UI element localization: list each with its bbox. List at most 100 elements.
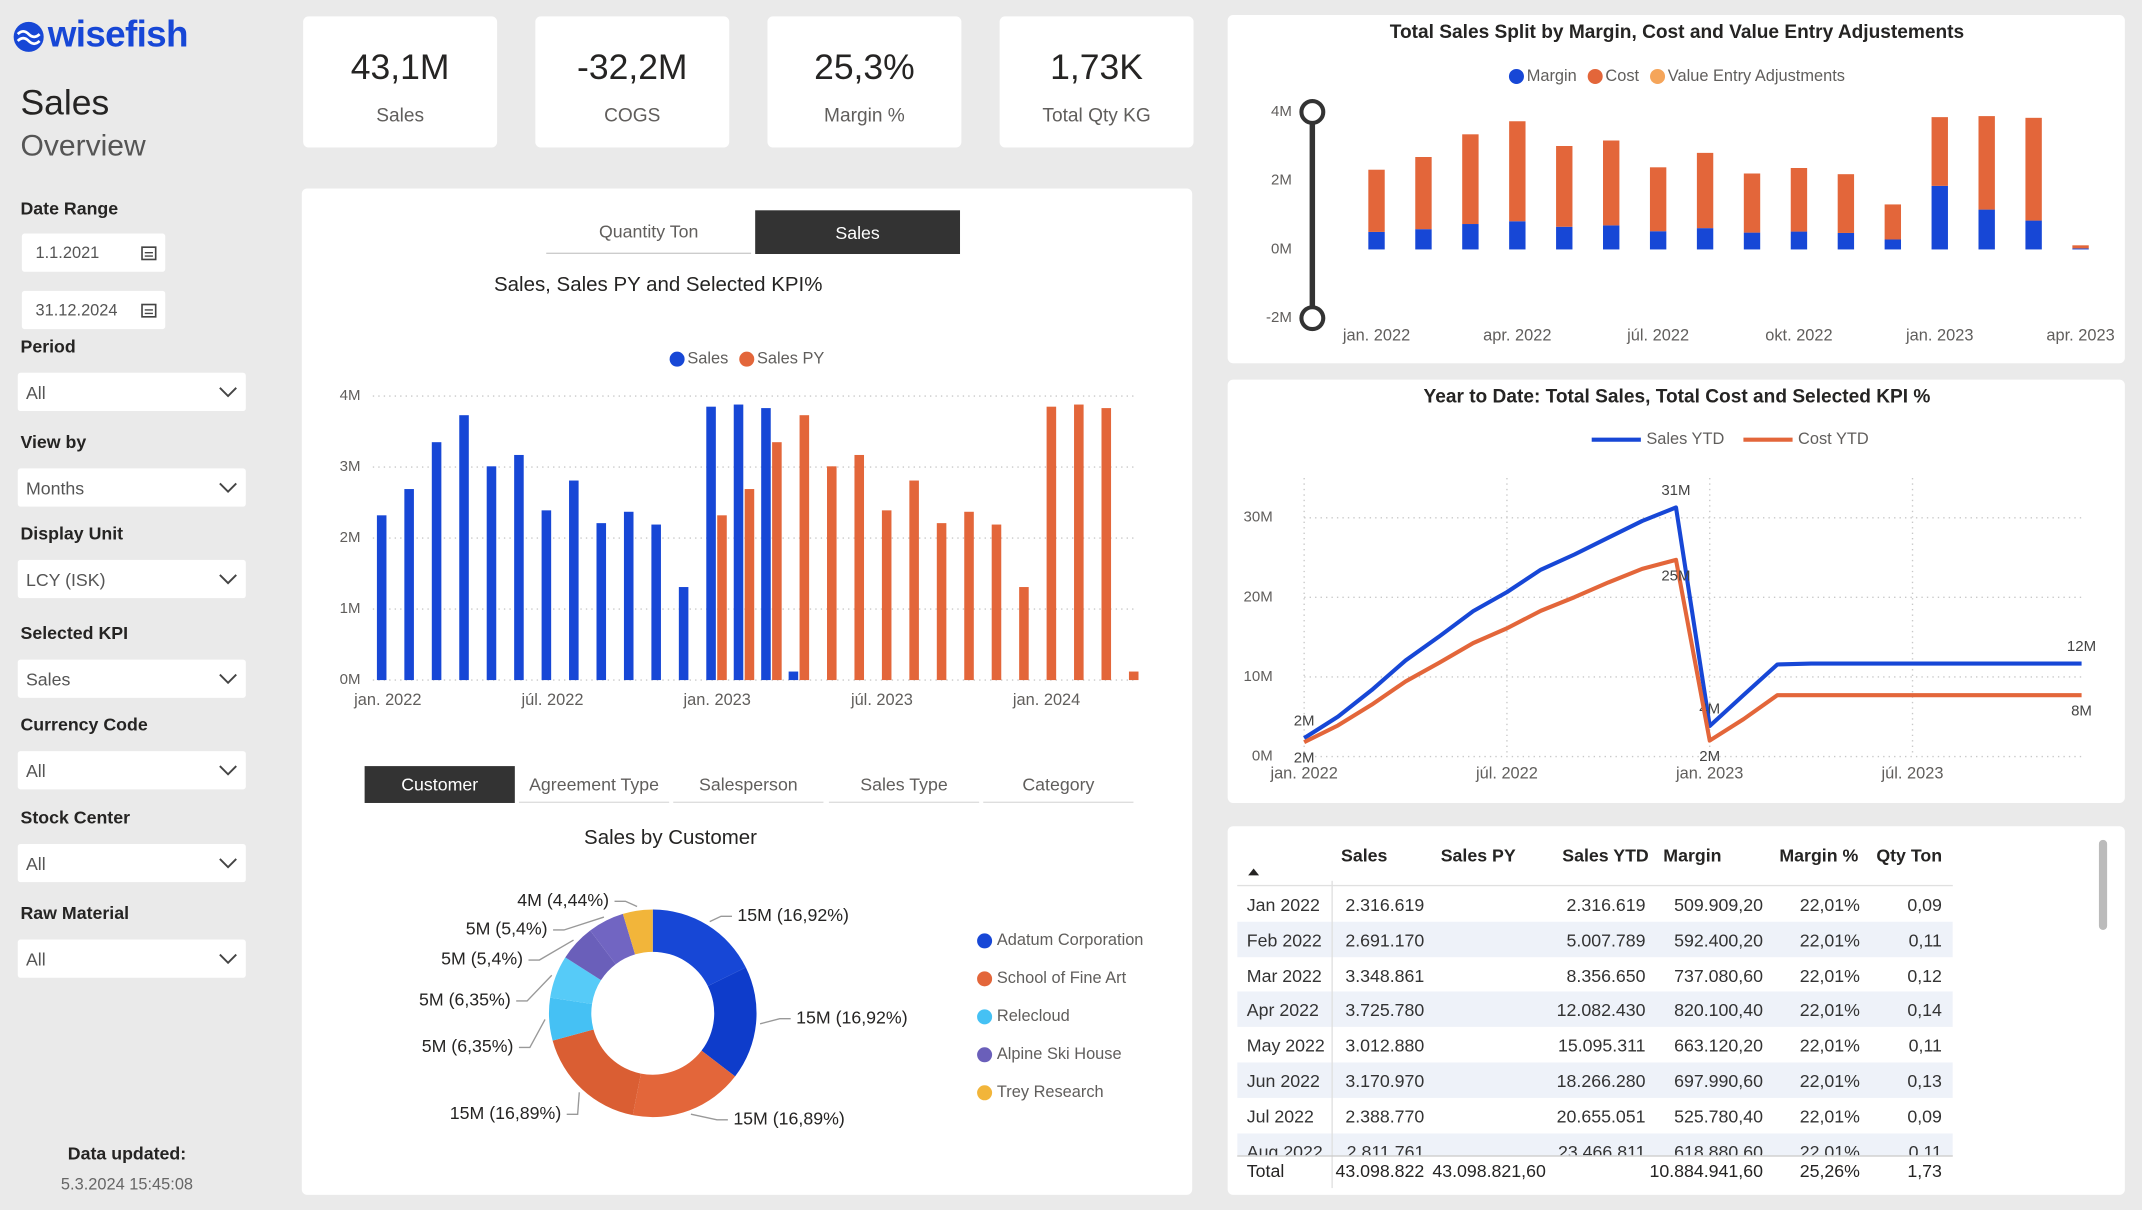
updated-label: Data updated: bbox=[67, 1143, 187, 1164]
filter-label: Display Unit bbox=[20, 523, 124, 544]
column-header[interactable]: Sales bbox=[1341, 845, 1388, 866]
chevron-icon bbox=[219, 387, 237, 398]
table-cell: 20.655.051 bbox=[1556, 1105, 1646, 1127]
table-row: Aug 2022 2.811.761 23.466.811 618.880,60 22,… bbox=[1237, 1132, 1953, 1156]
main-card bbox=[301, 188, 1193, 1195]
row-label: Aug 2022 bbox=[1246, 1141, 1323, 1156]
filter-label: Date Range bbox=[20, 198, 119, 219]
dropdown[interactable]: All bbox=[17, 939, 246, 978]
dropdown-value: All bbox=[25, 760, 46, 782]
kpi-label: Margin % bbox=[824, 103, 905, 126]
kpi-label: COGS bbox=[604, 103, 661, 126]
chevron-icon bbox=[219, 673, 237, 685]
dropdown[interactable]: LCY (ISK) bbox=[17, 559, 246, 599]
calendar-dots bbox=[144, 251, 153, 257]
table-cell: 22,01% bbox=[1799, 894, 1860, 915]
kpi-card: 43,1M Sales bbox=[303, 16, 498, 148]
calendar-dots bbox=[144, 309, 153, 315]
calendar-frame bbox=[141, 303, 157, 318]
table-cell: 0,11 bbox=[1908, 1141, 1942, 1156]
total-cell: 25,26% bbox=[1799, 1160, 1860, 1182]
table-cell: 618.880,60 bbox=[1674, 1141, 1763, 1156]
page-title: Sales bbox=[20, 81, 110, 123]
table-cell: 820.100,40 bbox=[1674, 1000, 1763, 1021]
date-text: 31.12.2024 bbox=[35, 300, 118, 320]
tab-button[interactable]: Sales Type bbox=[828, 766, 980, 803]
dropdown[interactable]: All bbox=[17, 751, 246, 790]
tab-button[interactable]: Category bbox=[983, 766, 1134, 803]
dropdown-value: All bbox=[25, 949, 46, 970]
total-rule bbox=[1237, 1155, 1953, 1157]
table-cell: 5.007.789 bbox=[1566, 929, 1646, 951]
table-cell: 22,01% bbox=[1799, 1000, 1860, 1021]
date-input[interactable]: 1.1.2021 bbox=[21, 233, 166, 272]
table-row: Jan 2022 2.316.619 2.316.619 509.909,20 22,0… bbox=[1237, 886, 1953, 922]
table-cell: 663.120,20 bbox=[1674, 1035, 1763, 1056]
date-input[interactable]: 31.12.2024 bbox=[21, 290, 166, 330]
dropdown-value: Months bbox=[25, 477, 85, 499]
total-cell: 10.884.941,60 bbox=[1649, 1160, 1763, 1182]
table-row: Jun 2022 3.170.970 18.266.280 697.990,60 22,… bbox=[1237, 1062, 1953, 1098]
dropdown[interactable]: All bbox=[17, 372, 246, 412]
ytd-chart-card bbox=[1227, 379, 2125, 803]
row-label: Mar 2022 bbox=[1246, 964, 1322, 986]
row-label: May 2022 bbox=[1246, 1035, 1325, 1056]
sort-arrow bbox=[1248, 868, 1260, 876]
kpi-card: 25,3% Margin % bbox=[767, 16, 962, 148]
column-header[interactable]: Sales PY bbox=[1440, 845, 1516, 866]
dropdown[interactable]: All bbox=[17, 843, 246, 883]
table-cell: 2.388.770 bbox=[1345, 1105, 1425, 1127]
dropdown-value: All bbox=[25, 853, 46, 874]
dropdown-value: All bbox=[25, 382, 46, 403]
chevron-icon bbox=[219, 765, 237, 776]
dropdown[interactable]: Sales bbox=[17, 659, 246, 698]
table-body: Jan 2022 2.316.619 2.316.619 509.909,20 22,0… bbox=[1237, 886, 1953, 1156]
chevron-icon bbox=[219, 574, 237, 585]
column-header[interactable]: Margin bbox=[1663, 845, 1722, 866]
total-cell: 1,73 bbox=[1907, 1160, 1942, 1182]
kpi-card: 1,73K Total Qty KG bbox=[999, 16, 1194, 148]
scrollbar[interactable] bbox=[2098, 839, 2108, 930]
table-cell: 22,01% bbox=[1799, 1035, 1860, 1056]
table-cell: 3.012.880 bbox=[1345, 1035, 1425, 1056]
dropdown-value: Sales bbox=[25, 669, 71, 690]
calendar-icon bbox=[141, 246, 157, 261]
row-label: Jun 2022 bbox=[1246, 1070, 1320, 1092]
kpi-value: 25,3% bbox=[814, 46, 915, 88]
kpi-label: Sales bbox=[376, 103, 425, 126]
column-header[interactable]: Sales YTD bbox=[1562, 845, 1649, 866]
toggle-button[interactable]: Sales bbox=[755, 210, 961, 255]
tab-button[interactable]: Agreement Type bbox=[518, 766, 670, 803]
dropdown[interactable]: Months bbox=[17, 468, 246, 507]
header-rule bbox=[1237, 884, 1953, 887]
row-label: Jul 2022 bbox=[1246, 1105, 1314, 1127]
chevron-icon bbox=[219, 953, 237, 965]
logo-icon bbox=[13, 21, 44, 52]
table-cell: 0,13 bbox=[1907, 1070, 1942, 1092]
chevron bbox=[219, 574, 237, 585]
chevron-icon bbox=[219, 482, 237, 493]
kpi-card: -32,2M COGS bbox=[535, 16, 730, 148]
column-divider bbox=[1331, 880, 1333, 1189]
toggle-button[interactable]: Quantity Ton bbox=[546, 210, 752, 255]
table-cell: 0,11 bbox=[1908, 929, 1942, 951]
filter-label: Raw Material bbox=[20, 902, 130, 924]
chevron bbox=[219, 765, 237, 776]
split-chart-card bbox=[1227, 15, 2125, 364]
logo-wave bbox=[16, 30, 41, 46]
table-row: Apr 2022 3.725.780 12.082.430 820.100,40 22,… bbox=[1237, 991, 1953, 1028]
table-cell: 3.170.970 bbox=[1345, 1070, 1425, 1092]
tab-button[interactable]: Customer bbox=[364, 766, 515, 803]
table-cell: 22,01% bbox=[1799, 964, 1860, 986]
total-cell: 43.098.822 bbox=[1335, 1160, 1425, 1182]
chevron bbox=[219, 673, 237, 685]
column-header[interactable]: Margin % bbox=[1779, 845, 1859, 866]
table-cell: 525.780,40 bbox=[1674, 1105, 1763, 1127]
chevron bbox=[219, 387, 237, 398]
column-header[interactable]: Qty Ton bbox=[1876, 845, 1943, 866]
tab-button[interactable]: Salesperson bbox=[673, 766, 824, 803]
kpi-label: Total Qty KG bbox=[1042, 103, 1151, 126]
table-cell: 0,12 bbox=[1907, 964, 1942, 986]
kpi-value: 1,73K bbox=[1050, 46, 1143, 88]
